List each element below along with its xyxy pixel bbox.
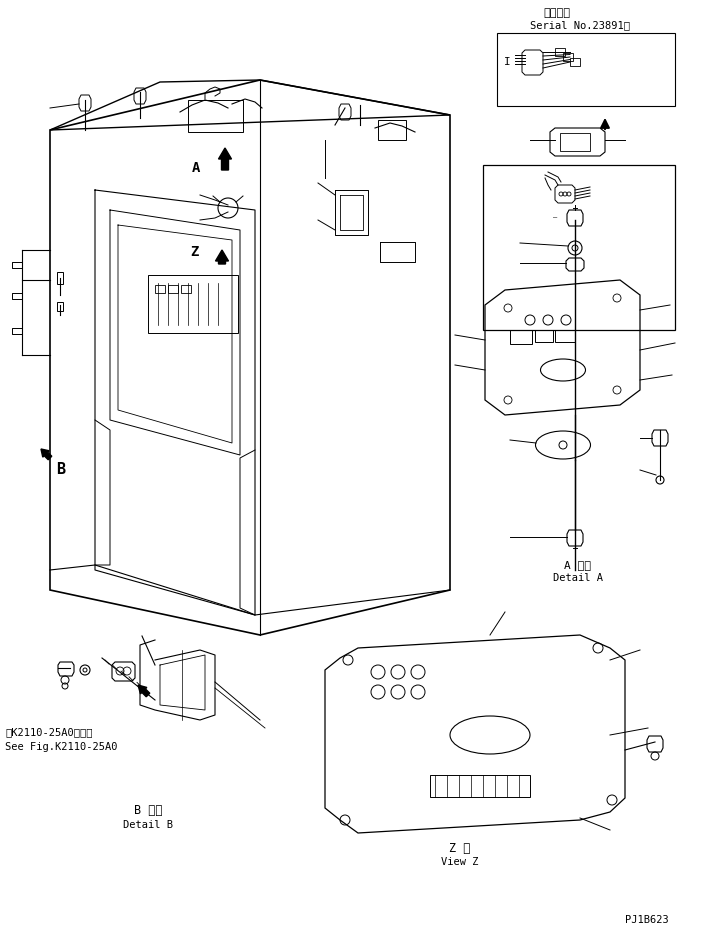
Bar — [555, 48, 565, 56]
FancyArrow shape — [41, 449, 52, 460]
Bar — [57, 302, 63, 311]
Bar — [570, 58, 580, 66]
Bar — [510, 330, 532, 344]
Text: Z 規: Z 規 — [449, 842, 471, 855]
Text: See Fig.K2110-25A0: See Fig.K2110-25A0 — [5, 742, 117, 752]
FancyArrow shape — [215, 250, 228, 264]
Text: View Z: View Z — [441, 857, 479, 867]
Bar — [168, 285, 178, 293]
Text: I: I — [504, 57, 510, 67]
Text: B: B — [56, 463, 65, 478]
Bar — [430, 775, 530, 797]
Text: B 詳細: B 詳細 — [134, 803, 162, 816]
Bar — [555, 330, 575, 342]
Bar — [155, 285, 165, 293]
Text: —: — — [553, 214, 557, 220]
Bar — [563, 53, 573, 61]
Text: 第K2110-25A0図参照: 第K2110-25A0図参照 — [5, 727, 92, 737]
Text: A: A — [192, 161, 200, 175]
Bar — [188, 100, 243, 132]
Bar — [378, 120, 406, 140]
Bar — [483, 165, 675, 330]
Text: 適用号機: 適用号機 — [543, 8, 570, 18]
Text: Serial No.23891～: Serial No.23891～ — [530, 20, 630, 30]
Bar — [497, 33, 675, 106]
Bar — [57, 272, 63, 284]
Bar — [535, 330, 553, 342]
Bar — [148, 275, 238, 333]
Bar — [181, 285, 191, 293]
Text: Detail B: Detail B — [123, 820, 173, 830]
Text: Z: Z — [190, 245, 199, 259]
FancyArrow shape — [138, 685, 150, 697]
Bar — [560, 133, 590, 151]
Text: Detail A: Detail A — [553, 573, 603, 583]
Text: PJ1B623: PJ1B623 — [625, 915, 669, 925]
Text: A 詳細: A 詳細 — [564, 560, 592, 570]
FancyArrow shape — [218, 148, 232, 170]
